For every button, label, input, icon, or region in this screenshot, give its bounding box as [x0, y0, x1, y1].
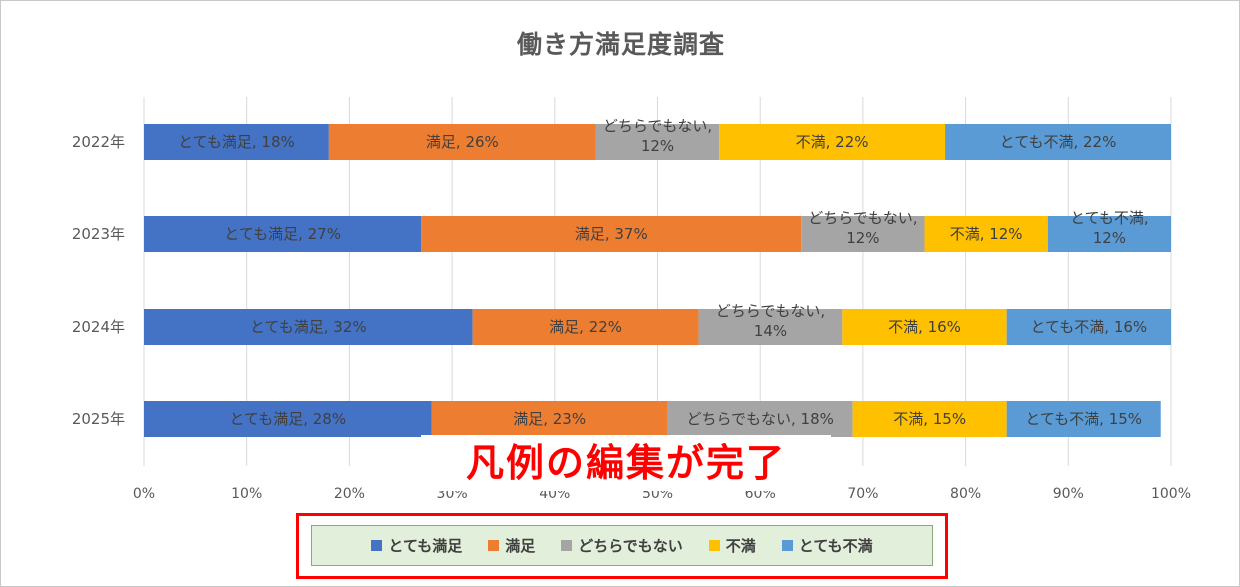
bar-segment [1006, 401, 1161, 437]
bar-segment [842, 309, 1007, 345]
data-label: どちらでもない, 14% [716, 302, 825, 340]
chart-title: 働き方満足度調査 [516, 30, 725, 59]
x-tick-label: 10% [231, 486, 262, 502]
bar-segment [1006, 309, 1171, 345]
bar-segment [144, 401, 432, 437]
bar-segment [144, 124, 329, 160]
legend-label: 満足 [505, 537, 536, 555]
x-tick-label: 80% [950, 486, 981, 502]
x-tick-label: 90% [1053, 486, 1084, 502]
legend-highlight-frame: とても満足 満足 どちらでもない 不満 とても不満 [296, 513, 948, 579]
data-label: 不満, 22% [796, 133, 869, 151]
data-label: どちらでもない, 18% [686, 410, 833, 428]
data-label: とても不満, 22% [1000, 133, 1117, 151]
bar-segment [698, 309, 843, 345]
legend-item[interactable]: どちらでもない [561, 535, 683, 556]
data-label: とても不満, 12% [1070, 209, 1149, 247]
bar-segment [144, 309, 473, 345]
data-label: 満足, 23% [513, 410, 586, 428]
data-label: 不満, 16% [888, 318, 961, 336]
bar-segment [667, 401, 853, 437]
legend-label: 不満 [725, 537, 756, 555]
bar-segment [852, 401, 1007, 437]
legend-item[interactable]: とても不満 [781, 535, 873, 556]
bar-segment [945, 124, 1171, 160]
legend-item[interactable]: とても満足 [371, 535, 462, 556]
bar-segment [431, 401, 668, 437]
bar-segment [328, 124, 596, 160]
y-tick-label: 2023年 [72, 225, 125, 243]
data-label: 不満, 15% [893, 410, 966, 428]
legend-swatch [781, 540, 793, 551]
data-label: どちらでもない, 12% [603, 117, 712, 155]
legend-swatch [371, 540, 383, 551]
legend-swatch [708, 540, 720, 551]
bar-segment [801, 216, 925, 252]
bar-segment [1047, 216, 1171, 252]
annotation-text: 凡例の編集が完了 [421, 435, 831, 491]
legend-label: とても満足 [388, 537, 463, 555]
legend-swatch [561, 540, 573, 551]
legend-label: どちらでもない [578, 537, 683, 555]
x-tick-label: 0% [133, 486, 155, 502]
data-label: 不満, 12% [950, 225, 1023, 243]
data-label: とても満足, 27% [224, 225, 341, 243]
data-label: とても満足, 32% [250, 318, 367, 336]
legend[interactable]: とても満足 満足 どちらでもない 不満 とても不満 [311, 525, 933, 566]
data-label: どちらでもない, 12% [808, 209, 917, 247]
legend-item[interactable]: 満足 [488, 535, 535, 556]
data-label: とても満足, 18% [178, 133, 295, 151]
data-label: とても不満, 16% [1030, 318, 1147, 336]
bar-segment [595, 124, 720, 160]
bar-segment [144, 216, 422, 252]
legend-label: とても不満 [798, 537, 873, 555]
data-label: とても不満, 15% [1025, 410, 1142, 428]
bar-segment [924, 216, 1048, 252]
x-tick-label: 70% [847, 486, 878, 502]
x-tick-label: 100% [1151, 486, 1191, 502]
bar-segment [421, 216, 802, 252]
y-tick-label: 2024年 [72, 318, 125, 336]
data-label: 満足, 26% [426, 133, 499, 151]
legend-swatch [488, 540, 500, 551]
data-label: 満足, 22% [549, 318, 622, 336]
bar-segment [719, 124, 946, 160]
data-label: とても満足, 28% [229, 410, 346, 428]
x-tick-label: 20% [334, 486, 365, 502]
data-label: 満足, 37% [575, 225, 648, 243]
y-tick-label: 2025年 [72, 410, 125, 428]
bar-segment [472, 309, 699, 345]
y-tick-label: 2022年 [72, 133, 125, 151]
legend-item[interactable]: 不満 [708, 535, 756, 556]
